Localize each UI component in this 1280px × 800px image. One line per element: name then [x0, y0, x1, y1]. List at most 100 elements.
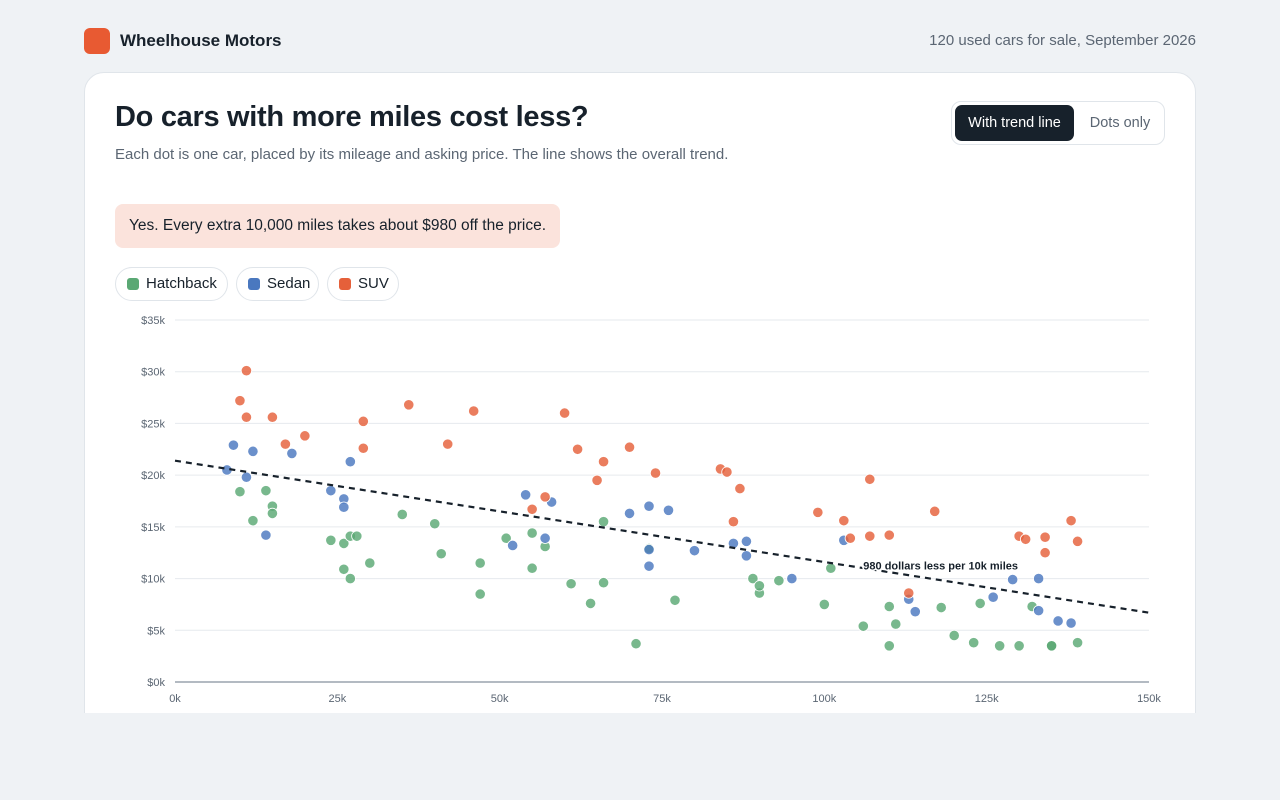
data-point-suv[interactable]: [623, 441, 636, 453]
data-point-hatchback[interactable]: [396, 508, 408, 521]
data-point-hatchback[interactable]: [338, 563, 350, 575]
data-point-sedan[interactable]: [260, 529, 272, 541]
data-point-hatchback[interactable]: [526, 527, 538, 539]
data-point-hatchback[interactable]: [364, 557, 376, 569]
data-point-hatchback[interactable]: [597, 577, 610, 589]
data-point-sedan[interactable]: [221, 464, 233, 476]
data-point-suv[interactable]: [734, 482, 746, 495]
data-point-hatchback[interactable]: [825, 562, 837, 574]
data-point-suv[interactable]: [864, 473, 876, 485]
data-point-hatchback[interactable]: [266, 507, 278, 520]
data-point-hatchback[interactable]: [234, 486, 246, 498]
data-point-sedan[interactable]: [1033, 605, 1045, 617]
data-point-sedan[interactable]: [643, 500, 655, 512]
data-point-suv[interactable]: [597, 456, 610, 468]
data-point-suv[interactable]: [1020, 533, 1032, 545]
data-point-suv[interactable]: [883, 529, 895, 541]
data-point-sedan[interactable]: [325, 485, 337, 497]
data-point-hatchback[interactable]: [883, 600, 895, 613]
legend-chip-suv[interactable]: SUV: [327, 267, 399, 301]
data-point-sedan[interactable]: [539, 532, 551, 544]
data-point-hatchback[interactable]: [968, 637, 980, 649]
data-point-hatchback[interactable]: [565, 578, 577, 590]
data-point-sedan[interactable]: [240, 471, 253, 483]
data-point-suv[interactable]: [838, 515, 850, 527]
toggle-with-trend-line[interactable]: With trend line: [955, 105, 1074, 141]
data-point-sedan[interactable]: [662, 504, 675, 516]
data-point-hatchback[interactable]: [974, 597, 986, 609]
data-point-sedan[interactable]: [740, 550, 753, 562]
data-point-suv[interactable]: [591, 474, 603, 486]
data-point-sedan[interactable]: [520, 489, 532, 501]
data-point-hatchback[interactable]: [753, 580, 766, 592]
data-point-hatchback[interactable]: [994, 640, 1006, 652]
data-point-suv[interactable]: [558, 407, 571, 419]
data-point-hatchback[interactable]: [325, 534, 337, 546]
data-point-hatchback[interactable]: [344, 572, 356, 585]
data-point-hatchback[interactable]: [935, 601, 947, 614]
data-point-suv[interactable]: [1065, 515, 1077, 527]
data-point-sedan[interactable]: [338, 501, 350, 513]
data-point-hatchback[interactable]: [630, 638, 642, 650]
legend-chip-sedan[interactable]: Sedan: [236, 267, 319, 301]
data-point-hatchback[interactable]: [260, 485, 272, 497]
data-point-hatchback[interactable]: [584, 597, 597, 609]
data-point-suv[interactable]: [649, 467, 662, 479]
data-point-hatchback[interactable]: [474, 557, 486, 569]
data-point-hatchback[interactable]: [890, 618, 902, 630]
data-point-hatchback[interactable]: [351, 530, 363, 542]
data-point-sedan[interactable]: [286, 447, 298, 460]
data-point-hatchback[interactable]: [526, 562, 538, 574]
data-point-hatchback[interactable]: [818, 598, 830, 611]
data-point-sedan[interactable]: [643, 544, 655, 556]
data-point-hatchback[interactable]: [883, 640, 895, 652]
data-point-suv[interactable]: [721, 466, 733, 478]
data-point-hatchback[interactable]: [773, 575, 785, 587]
data-point-suv[interactable]: [903, 587, 915, 599]
data-point-sedan[interactable]: [740, 535, 753, 547]
data-point-suv[interactable]: [864, 530, 876, 542]
data-point-sedan[interactable]: [727, 537, 740, 550]
data-point-suv[interactable]: [240, 411, 253, 423]
data-point-suv[interactable]: [1039, 531, 1051, 543]
data-point-suv[interactable]: [234, 395, 246, 407]
data-point-suv[interactable]: [526, 503, 538, 515]
data-point-sedan[interactable]: [1007, 574, 1019, 586]
data-point-suv[interactable]: [727, 516, 740, 528]
data-point-hatchback[interactable]: [1046, 640, 1058, 652]
data-point-sedan[interactable]: [247, 445, 259, 457]
data-point-suv[interactable]: [299, 430, 311, 442]
data-point-suv[interactable]: [266, 411, 278, 423]
data-point-suv[interactable]: [403, 399, 415, 411]
data-point-suv[interactable]: [468, 405, 480, 417]
data-point-sedan[interactable]: [507, 539, 519, 552]
data-point-hatchback[interactable]: [1013, 640, 1025, 652]
data-point-hatchback[interactable]: [429, 518, 441, 530]
data-point-suv[interactable]: [1039, 547, 1051, 559]
data-point-sedan[interactable]: [1065, 617, 1077, 629]
data-point-sedan[interactable]: [227, 439, 240, 451]
data-point-hatchback[interactable]: [1071, 637, 1084, 649]
data-point-suv[interactable]: [929, 505, 941, 517]
data-point-suv[interactable]: [844, 532, 856, 544]
data-point-hatchback[interactable]: [247, 515, 259, 527]
data-point-hatchback[interactable]: [474, 588, 486, 600]
data-point-suv[interactable]: [1071, 535, 1084, 547]
data-point-suv[interactable]: [442, 438, 454, 450]
legend-chip-hatchback[interactable]: Hatchback: [115, 267, 228, 301]
data-point-sedan[interactable]: [786, 572, 798, 585]
data-point-suv[interactable]: [279, 438, 291, 450]
data-point-suv[interactable]: [539, 491, 551, 503]
data-point-hatchback[interactable]: [435, 548, 447, 560]
data-point-sedan[interactable]: [688, 545, 701, 557]
data-point-hatchback[interactable]: [857, 620, 869, 632]
data-point-suv[interactable]: [240, 365, 253, 377]
data-point-suv[interactable]: [357, 442, 369, 454]
data-point-sedan[interactable]: [1033, 572, 1045, 585]
data-point-sedan[interactable]: [623, 507, 636, 520]
data-point-sedan[interactable]: [987, 591, 999, 603]
data-point-sedan[interactable]: [344, 456, 356, 468]
toggle-dots-only[interactable]: Dots only: [1089, 115, 1151, 131]
data-point-hatchback[interactable]: [597, 516, 610, 528]
data-point-sedan[interactable]: [1052, 615, 1064, 627]
